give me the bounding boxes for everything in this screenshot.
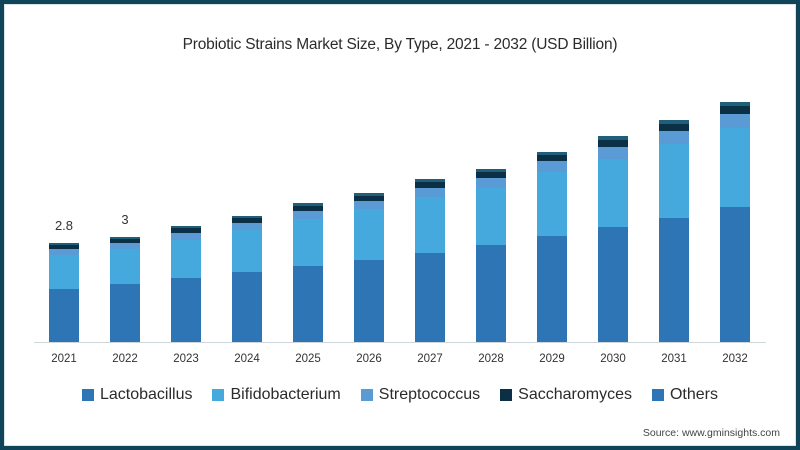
bar-segment-bifidobacterium bbox=[293, 219, 323, 266]
x-tick-label: 2022 bbox=[112, 353, 138, 365]
legend-label: Others bbox=[669, 386, 718, 403]
bar-segment-lactobacillus bbox=[415, 253, 445, 342]
bar-segment-streptococcus bbox=[476, 178, 506, 188]
bar-segment-streptococcus bbox=[171, 233, 201, 240]
bar-segment-saccharomyces bbox=[598, 140, 628, 147]
legend: Lactobacillus Bifidobacterium Streptococcu… bbox=[0, 386, 800, 404]
legend-label: Bifidobacterium bbox=[230, 386, 341, 403]
x-tick-label: 2026 bbox=[356, 353, 382, 365]
value-label: 2.8 bbox=[54, 218, 74, 233]
legend-swatch-icon bbox=[81, 389, 94, 401]
bar-segment-others bbox=[171, 226, 201, 228]
legend-swatch-icon bbox=[500, 389, 513, 401]
bar-segment-lactobacillus bbox=[598, 227, 628, 342]
x-tick-label: 2028 bbox=[478, 353, 504, 365]
value-label: 3 bbox=[121, 212, 129, 227]
bar-segment-lactobacillus bbox=[171, 278, 201, 342]
legend-swatch-icon bbox=[360, 389, 373, 401]
x-axis-line bbox=[34, 342, 766, 343]
bar-segment-others bbox=[476, 169, 506, 172]
bar-segment-others bbox=[110, 237, 140, 239]
legend-label: Saccharomyces bbox=[518, 386, 632, 403]
legend-swatch-icon bbox=[212, 389, 225, 401]
bar-segment-lactobacillus bbox=[354, 260, 384, 342]
bar-segment-bifidobacterium bbox=[415, 197, 445, 253]
bar-segment-bifidobacterium bbox=[232, 230, 262, 272]
bar-segment-lactobacillus bbox=[232, 272, 262, 342]
bar-segment-bifidobacterium bbox=[171, 240, 201, 278]
bar-segment-lactobacillus bbox=[293, 266, 323, 342]
bar-segment-saccharomyces bbox=[49, 245, 79, 249]
bar-segment-others bbox=[537, 152, 567, 155]
x-tick-label: 2032 bbox=[722, 353, 748, 365]
bar-segment-bifidobacterium bbox=[659, 144, 689, 218]
bar-segment-bifidobacterium bbox=[537, 172, 567, 236]
bar-segment-bifidobacterium bbox=[598, 159, 628, 227]
source-note: Source: www.gminsights.com bbox=[642, 427, 780, 439]
x-tick-label: 2021 bbox=[51, 353, 77, 365]
bar-segment-saccharomyces bbox=[659, 124, 689, 131]
bar-segment-streptococcus bbox=[659, 131, 689, 144]
bar-segment-streptococcus bbox=[720, 114, 750, 128]
x-tick-label: 2030 bbox=[600, 353, 626, 365]
legend-swatch-icon bbox=[651, 389, 664, 401]
bar-segment-saccharomyces bbox=[537, 155, 567, 161]
chart-title: Probiotic Strains Market Size, By Type, … bbox=[182, 36, 618, 53]
bar-segment-others bbox=[598, 136, 628, 140]
bar-segment-bifidobacterium bbox=[110, 249, 140, 284]
bar-segment-streptococcus bbox=[293, 211, 323, 219]
bar-segment-saccharomyces bbox=[354, 196, 384, 201]
bar-segment-others bbox=[659, 120, 689, 124]
legend-item-lactobacillus: Lactobacillus bbox=[81, 386, 193, 404]
bar-segment-saccharomyces bbox=[232, 218, 262, 223]
x-tick-label: 2024 bbox=[234, 353, 260, 365]
bar-segment-saccharomyces bbox=[720, 106, 750, 114]
bar-segment-lactobacillus bbox=[720, 207, 750, 342]
bar-segment-streptococcus bbox=[415, 188, 445, 197]
bar-segment-bifidobacterium bbox=[49, 255, 79, 289]
bar-segment-streptococcus bbox=[110, 243, 140, 249]
bar-segment-saccharomyces bbox=[476, 172, 506, 178]
bar-segment-others bbox=[354, 193, 384, 196]
bar-segment-others bbox=[232, 216, 262, 218]
x-tick-label: 2027 bbox=[417, 353, 443, 365]
bar-segment-streptococcus bbox=[232, 223, 262, 230]
legend-item-saccharomyces: Saccharomyces bbox=[500, 386, 632, 404]
bar-segment-others bbox=[293, 203, 323, 206]
legend-item-bifidobacterium: Bifidobacterium bbox=[212, 386, 341, 404]
legend-item-others: Others bbox=[651, 386, 718, 404]
bar-segment-others bbox=[49, 243, 79, 245]
bar-segment-lactobacillus bbox=[537, 236, 567, 342]
bar-segment-saccharomyces bbox=[110, 239, 140, 243]
bar-segment-lactobacillus bbox=[110, 284, 140, 342]
x-tick-label: 2031 bbox=[661, 353, 687, 365]
legend-label: Streptococcus bbox=[378, 386, 481, 403]
bar-segment-lactobacillus bbox=[476, 245, 506, 342]
bar-segment-saccharomyces bbox=[293, 206, 323, 211]
bar-segment-others bbox=[720, 102, 750, 106]
x-tick-label: 2023 bbox=[173, 353, 199, 365]
bar-segment-bifidobacterium bbox=[720, 128, 750, 207]
x-tick-label: 2025 bbox=[295, 353, 321, 365]
x-tick-label: 2029 bbox=[539, 353, 565, 365]
bar-segment-lactobacillus bbox=[49, 289, 79, 342]
bar-segment-streptococcus bbox=[537, 161, 567, 172]
bar-segment-bifidobacterium bbox=[476, 188, 506, 245]
bar-segment-saccharomyces bbox=[415, 182, 445, 188]
bar-segment-streptococcus bbox=[49, 249, 79, 255]
legend-label: Lactobacillus bbox=[99, 386, 193, 403]
bar-segment-bifidobacterium bbox=[354, 209, 384, 260]
bar-segment-others bbox=[415, 179, 445, 182]
bar-segment-saccharomyces bbox=[171, 228, 201, 233]
legend-item-streptococcus: Streptococcus bbox=[360, 386, 481, 404]
bar-segment-streptococcus bbox=[354, 201, 384, 209]
bar-segment-lactobacillus bbox=[659, 218, 689, 342]
bar-segment-streptococcus bbox=[598, 147, 628, 159]
